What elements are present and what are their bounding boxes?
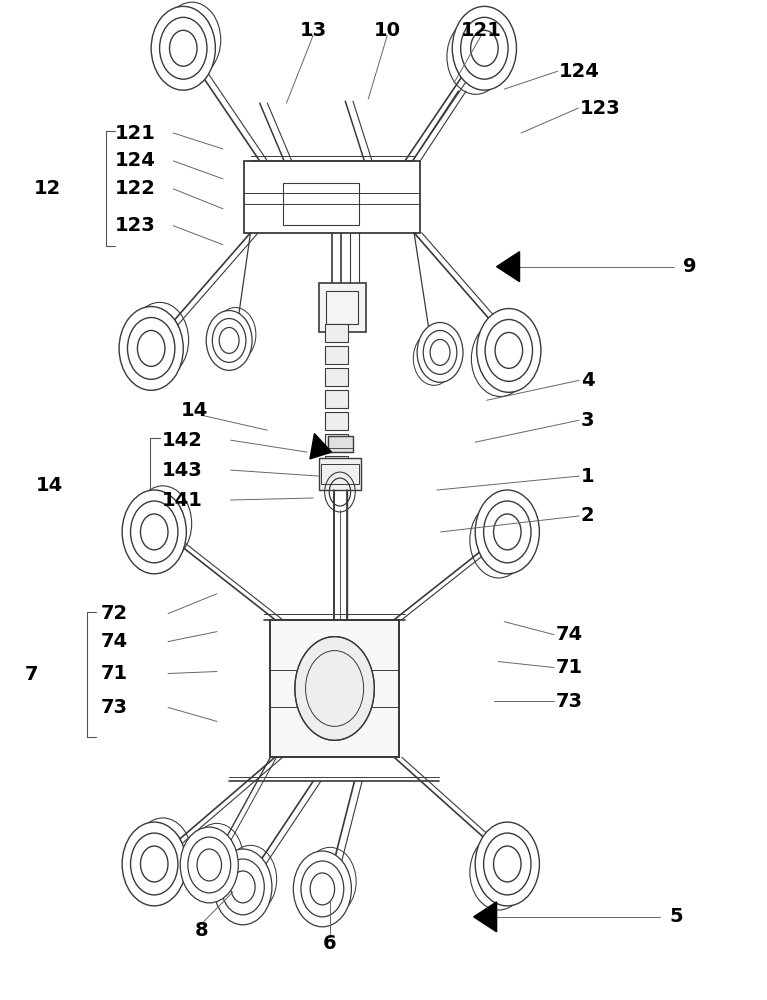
Text: 124: 124	[559, 62, 600, 81]
Bar	[282, 183, 359, 225]
Bar	[325, 434, 348, 452]
Bar	[325, 456, 348, 474]
Circle shape	[476, 822, 539, 906]
Circle shape	[476, 490, 539, 574]
Bar	[325, 390, 348, 408]
Bar	[325, 346, 348, 364]
Text: 121: 121	[461, 21, 502, 40]
Circle shape	[295, 637, 374, 740]
Text: 5: 5	[670, 907, 683, 926]
Circle shape	[477, 309, 541, 392]
Text: 8: 8	[195, 921, 209, 940]
Text: 14: 14	[180, 401, 208, 420]
Bar	[318, 458, 360, 490]
Circle shape	[293, 851, 351, 927]
Text: 74: 74	[555, 625, 583, 644]
Text: 13: 13	[300, 21, 327, 40]
Text: 121: 121	[114, 124, 156, 143]
Text: 123: 123	[580, 99, 621, 118]
Circle shape	[206, 311, 252, 370]
Text: 14: 14	[36, 476, 63, 495]
Bar	[325, 412, 348, 430]
Polygon shape	[496, 252, 519, 282]
Text: 141: 141	[162, 491, 202, 510]
Text: 143: 143	[162, 461, 202, 480]
Text: 142: 142	[162, 431, 202, 450]
Text: 73: 73	[100, 698, 128, 717]
Circle shape	[122, 822, 186, 906]
Circle shape	[453, 6, 516, 90]
Text: 7: 7	[25, 665, 38, 684]
Circle shape	[122, 490, 186, 574]
Text: 71: 71	[100, 664, 128, 683]
Circle shape	[214, 849, 272, 925]
Text: 6: 6	[323, 934, 337, 953]
Bar	[326, 291, 358, 324]
Text: 71: 71	[555, 658, 583, 677]
Text: 9: 9	[683, 257, 696, 276]
Text: 73: 73	[555, 692, 582, 711]
Bar	[328, 436, 353, 452]
Polygon shape	[310, 434, 331, 459]
Polygon shape	[474, 902, 496, 932]
Bar	[325, 368, 348, 386]
Bar	[325, 324, 348, 342]
Circle shape	[417, 322, 463, 382]
Text: 12: 12	[34, 179, 61, 198]
Bar	[321, 464, 359, 484]
Text: 3: 3	[581, 411, 594, 430]
Text: 10: 10	[374, 21, 401, 40]
Bar	[318, 283, 366, 332]
Text: 4: 4	[581, 371, 594, 390]
Circle shape	[151, 6, 216, 90]
Text: 2: 2	[581, 506, 594, 525]
Text: 1: 1	[581, 467, 594, 486]
Circle shape	[180, 827, 239, 903]
Text: 124: 124	[114, 151, 156, 170]
Circle shape	[119, 307, 183, 390]
Bar	[271, 620, 399, 757]
Text: 72: 72	[100, 604, 128, 623]
Bar	[271, 620, 399, 757]
Bar	[245, 161, 420, 233]
Text: 74: 74	[100, 632, 128, 651]
Text: 122: 122	[114, 179, 156, 198]
Text: 123: 123	[114, 216, 155, 235]
